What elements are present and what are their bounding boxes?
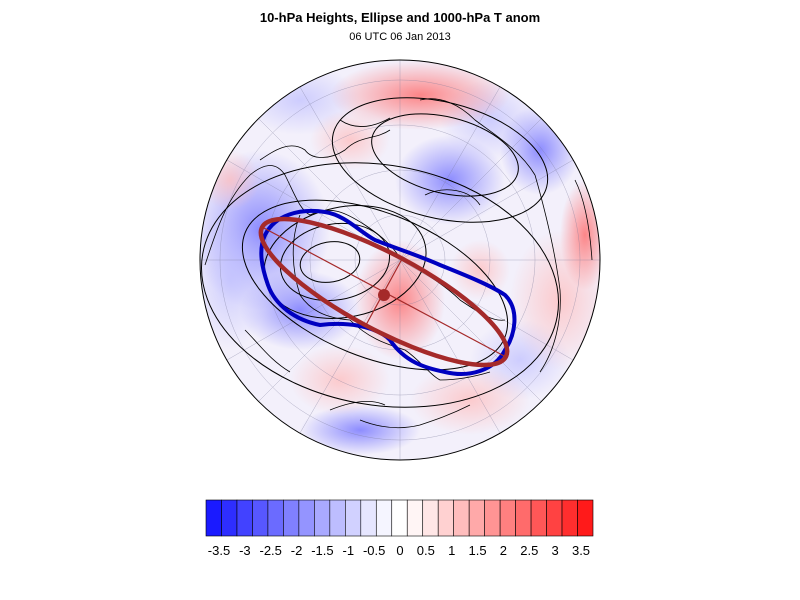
colorbar-swatch	[236, 499, 253, 537]
colorbar-swatch	[283, 499, 300, 537]
colorbar-swatch	[437, 499, 454, 537]
colorbar-swatch	[453, 499, 470, 537]
colorbar-tick-label: 1.5	[468, 543, 487, 558]
colorbar-tick-label: -0.5	[362, 543, 386, 558]
colorbar-swatch	[422, 499, 439, 537]
colorbar	[205, 499, 594, 537]
colorbar-tick-label: -2.5	[259, 543, 282, 558]
colorbar-tick-label: -3	[239, 543, 251, 558]
colorbar-tick-label: -1.5	[311, 543, 334, 558]
colorbar-swatch	[577, 499, 594, 537]
colorbar-swatch	[546, 499, 563, 537]
globe-outline	[199, 59, 601, 461]
colorbar-tick-label: 1	[448, 543, 456, 558]
colorbar-swatch	[561, 499, 578, 537]
colorbar-swatch	[530, 499, 547, 537]
colorbar-tick-label: 0	[396, 543, 404, 558]
colorbar-swatch	[205, 499, 222, 537]
map-title: 10-hPa Heights, Ellipse and 1000-hPa T a…	[259, 10, 541, 25]
colorbar-swatch	[484, 499, 501, 537]
colorbar-tick-label: -1	[342, 543, 355, 558]
colorbar-swatch	[221, 499, 238, 537]
colorbar-swatch	[515, 499, 532, 537]
coastlines	[204, 98, 593, 429]
temperature-anomaly-shading	[200, 60, 600, 460]
colorbar-swatch	[499, 499, 516, 537]
colorbar-tick-label: -2	[290, 543, 303, 558]
colorbar-swatch	[375, 499, 393, 537]
vortex-ellipse	[258, 216, 510, 368]
colorbar-tick-label: 2.5	[520, 543, 539, 558]
colorbar-swatch	[406, 499, 424, 537]
colorbar-swatch	[345, 499, 362, 537]
colorbar-swatch	[329, 499, 346, 537]
colorbar-tick-label: 3	[551, 543, 559, 558]
colorbar-swatch	[314, 499, 331, 537]
map-subtitle: 06 UTC 06 Jan 2013	[349, 31, 451, 43]
colorbar-swatch	[391, 499, 408, 537]
colorbar-tick-label: 2	[499, 543, 508, 558]
colorbar-tick-label: 0.5	[416, 543, 435, 558]
colorbar-tick-label: -3.5	[207, 543, 231, 558]
colorbar-swatch	[298, 499, 315, 537]
colorbar-tick-label: 3.5	[571, 543, 591, 558]
colorbar-swatch	[360, 499, 377, 537]
colorbar-swatch	[252, 499, 269, 537]
colorbar-swatch	[468, 499, 485, 537]
colorbar-swatch	[267, 499, 284, 537]
